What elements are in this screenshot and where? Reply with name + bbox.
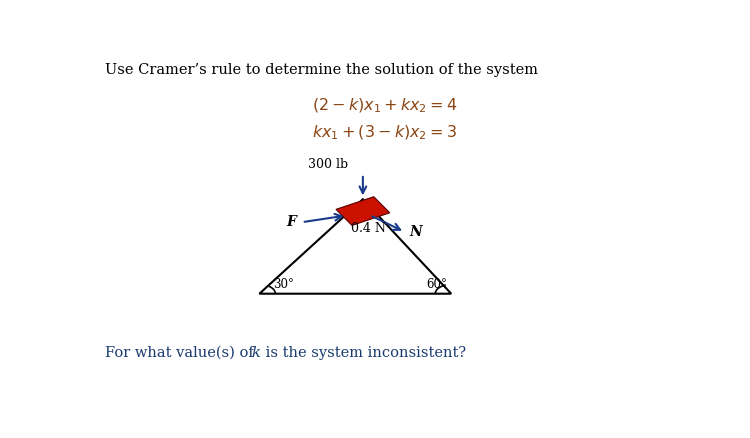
- Text: $kx_1+(3-k)x_2=3$: $kx_1+(3-k)x_2=3$: [312, 124, 457, 142]
- Text: 0.4 N: 0.4 N: [351, 222, 386, 235]
- Text: k: k: [252, 346, 261, 360]
- Text: N: N: [410, 225, 422, 239]
- Text: F: F: [286, 215, 296, 229]
- Text: is the system inconsistent?: is the system inconsistent?: [261, 346, 466, 360]
- Text: 300 lb: 300 lb: [308, 158, 348, 171]
- Text: For what value(s) of: For what value(s) of: [105, 346, 259, 360]
- Text: $(2-k)x_1+kx_2=4$: $(2-k)x_1+kx_2=4$: [312, 96, 457, 115]
- Text: 60°: 60°: [426, 278, 447, 291]
- Text: 30°: 30°: [273, 278, 294, 291]
- Text: Use Cramer’s rule to determine the solution of the system: Use Cramer’s rule to determine the solut…: [105, 63, 538, 77]
- Polygon shape: [336, 197, 390, 226]
